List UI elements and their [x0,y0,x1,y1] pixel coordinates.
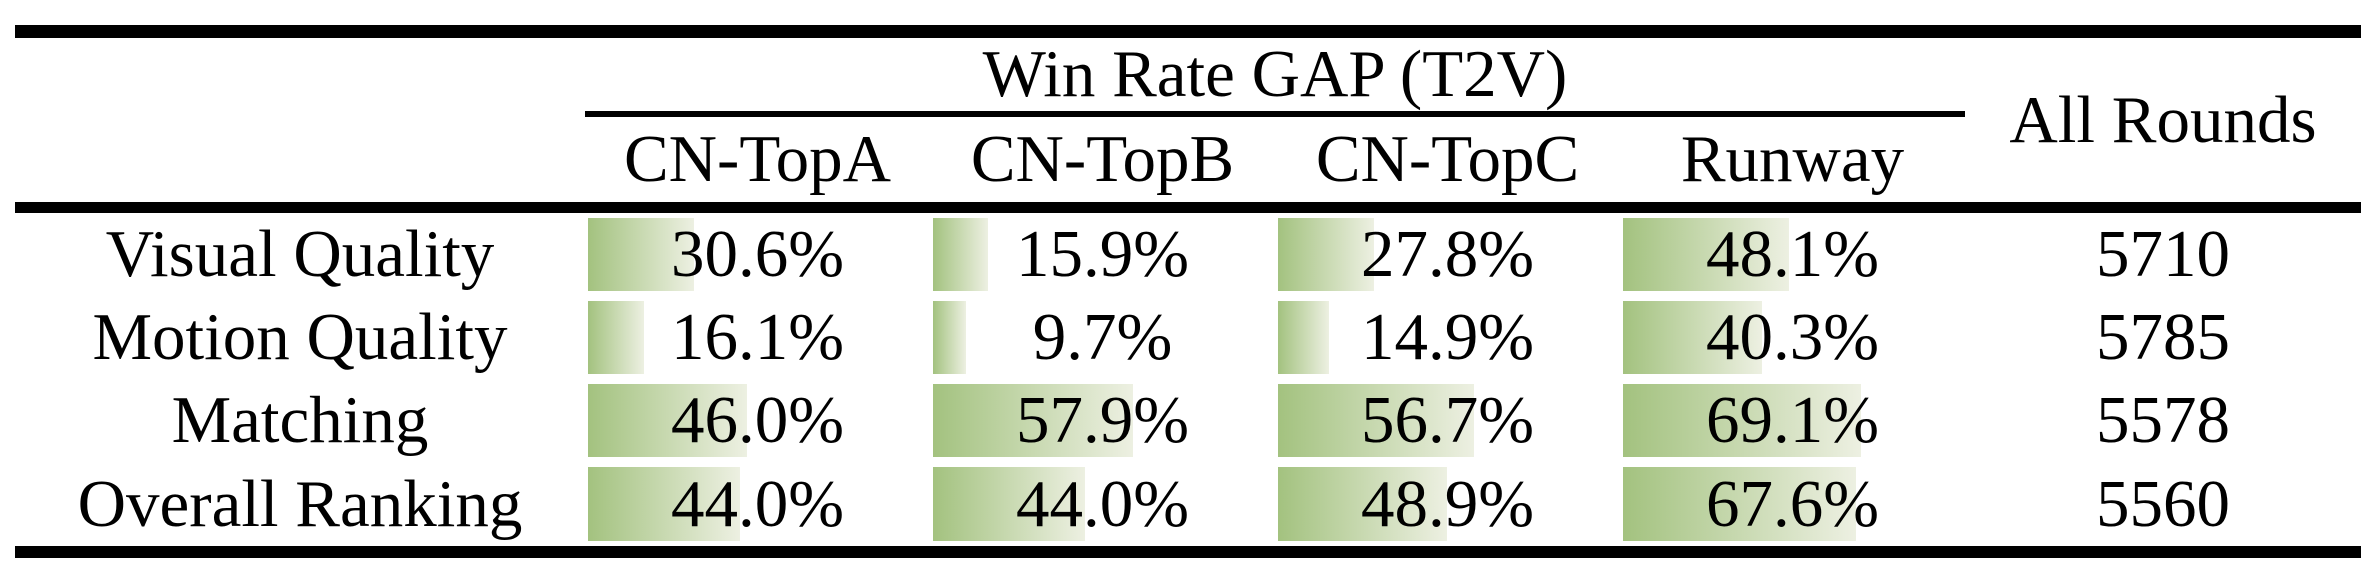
group-header-win-rate-gap: Win Rate GAP (T2V) [585,37,1965,117]
win-rate-bar [1278,384,1474,457]
row-label: Matching [171,383,429,457]
win-rate-bar [1623,218,1789,291]
table-cell: 57.9% [930,379,1275,462]
table-mid-rule [15,202,2361,213]
table-cell: 56.7% [1275,379,1620,462]
row-label: Overall Ranking [77,466,523,541]
win-rate-bar [933,218,988,291]
win-rate-value: 56.7% [1360,383,1535,457]
table-cell: 30.6% [585,213,930,296]
table-top-rule [15,25,2361,38]
all-rounds-value: 5785 [2096,300,2230,374]
table-cell: 40.3% [1620,296,1965,379]
table-cell: 16.1% [585,296,930,379]
win-rate-value: 30.6% [670,217,845,291]
column-header-cn-topc: CN-TopC [1275,117,1620,202]
win-rate-bar [933,467,1085,541]
all-rounds-value: 5578 [2096,383,2230,457]
all-rounds-cell: 5560 [1965,462,2361,546]
table-grid: Win Rate GAP (T2V) All Rounds CN-TopA CN… [15,37,2361,546]
table-cell: 48.1% [1620,213,1965,296]
table-cell: 69.1% [1620,379,1965,462]
column-header-cn-topb: CN-TopB [930,117,1275,202]
all-rounds-cell: 5710 [1965,213,2361,296]
table-cell: 48.9% [1275,462,1620,546]
win-rate-bar [1278,467,1447,541]
all-rounds-value: 5560 [2096,466,2230,541]
row-label: Motion Quality [92,300,508,374]
row-label: Visual Quality [105,217,495,291]
row-label-overall-ranking: Overall Ranking [15,462,585,546]
win-rate-value: 48.9% [1360,466,1535,541]
column-header-runway: Runway [1620,117,1965,202]
win-rate-bar [1623,301,1763,374]
win-rate-bar [933,384,1133,457]
win-rate-bar [1278,218,1374,291]
win-rate-value: 57.9% [1015,383,1190,457]
win-rate-value: 48.1% [1705,217,1880,291]
all-rounds-label: All Rounds [2009,82,2317,157]
column-header-label: Runway [1680,122,1905,196]
win-rate-value: 27.8% [1360,217,1535,291]
win-rate-value: 67.6% [1705,466,1880,541]
win-rate-value: 46.0% [670,383,845,457]
row-label-matching: Matching [15,379,585,462]
table-cell: 44.0% [585,462,930,546]
row-label-motion-quality: Motion Quality [15,296,585,379]
win-rate-value: 15.9% [1015,217,1190,291]
win-rate-bar [1623,384,1862,457]
win-rate-value: 40.3% [1705,300,1880,374]
group-header-label: Win Rate GAP (T2V) [982,37,1568,111]
win-rate-bar [588,467,740,541]
table-cell: 46.0% [585,379,930,462]
header-spacer-cell [15,38,585,117]
table-cell: 9.7% [930,296,1275,379]
header-spacer-cell [15,117,585,202]
win-rate-bar [933,301,967,374]
win-rate-value: 69.1% [1705,383,1880,457]
column-header-label: CN-TopB [970,122,1235,196]
column-header-label: CN-TopA [623,122,892,196]
win-rate-bar [588,301,644,374]
win-rate-bar [1623,467,1857,541]
win-rate-bar [588,384,747,457]
all-rounds-cell: 5578 [1965,379,2361,462]
row-label-visual-quality: Visual Quality [15,213,585,296]
table-bottom-rule [15,546,2361,558]
win-rate-value: 16.1% [670,300,845,374]
all-rounds-value: 5710 [2096,217,2230,291]
win-rate-value: 14.9% [1360,300,1535,374]
win-rate-bar [588,218,694,291]
table-cell: 67.6% [1620,462,1965,546]
win-rate-value: 9.7% [1032,300,1173,374]
column-header-label: CN-TopC [1315,122,1580,196]
table-cell: 44.0% [930,462,1275,546]
win-rate-value: 44.0% [670,466,845,541]
column-header-all-rounds: All Rounds [1965,38,2361,202]
win-rate-bar [1278,301,1330,374]
column-header-cn-topa: CN-TopA [585,117,930,202]
win-rate-value: 44.0% [1015,466,1190,541]
table-cell: 15.9% [930,213,1275,296]
table-cell: 14.9% [1275,296,1620,379]
table-cell: 27.8% [1275,213,1620,296]
all-rounds-cell: 5785 [1965,296,2361,379]
